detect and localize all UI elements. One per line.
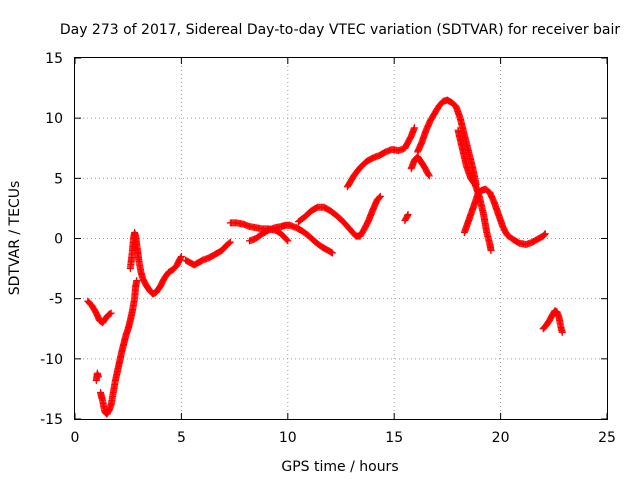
series-segment [407,153,433,180]
data-point [404,210,412,218]
data-point [541,230,549,238]
series-segment [126,228,185,298]
data-point [133,277,141,285]
data-point [540,231,548,239]
y-tick-label: -5 [49,292,63,308]
data-point [106,310,114,318]
series-segment [454,126,495,255]
y-tick-label: 15 [45,51,63,67]
data-point [225,239,233,247]
data-point [425,172,433,180]
data-point [410,124,418,132]
data-point [328,249,336,257]
data-point [226,238,234,246]
data-point [94,373,102,381]
grid [75,58,607,419]
data-point [327,248,335,256]
series-segment [92,369,102,384]
series-segment [539,307,566,336]
series-segment [460,185,549,249]
y-tick-label: 5 [54,171,63,187]
data-point [558,328,566,336]
series-segment [414,96,480,188]
y-tick-label: 10 [45,111,63,127]
series-segment [401,210,412,224]
x-tick-label: 0 [71,430,80,446]
y-axis-title: SDTVAR / TECUs [7,181,23,296]
data-point [177,254,185,262]
data-point [376,192,384,200]
series-segment [245,221,336,257]
chart-title: Day 273 of 2017, Sidereal Day-to-day VTE… [60,22,621,38]
y-tick-label: -15 [40,412,63,428]
data-point [177,253,185,261]
x-tick-label: 10 [279,430,297,446]
data-point [487,247,495,255]
series-segment [182,238,234,269]
series-segment [84,297,115,327]
x-tick-label: 5 [177,430,186,446]
x-tick-label: 25 [598,430,616,446]
data-marks [84,96,566,418]
series-segment [97,277,141,418]
plot-frame [74,57,608,420]
x-tick-label: 15 [385,430,403,446]
tick-labels: 0 5 10 15 20 25 -15 -10 -5 0 5 10 15 [40,51,616,446]
data-point [283,236,291,244]
data-point [284,237,292,245]
y-tick-label: -10 [40,352,63,368]
data-point [107,309,115,317]
data-point [425,171,433,179]
y-tick-label: 0 [54,232,63,248]
x-axis-title: GPS time / hours [281,459,398,475]
series-segment [343,124,418,191]
series-segment [294,192,384,240]
data-point [376,193,384,201]
data-point [541,230,549,238]
x-tick-label: 20 [492,430,510,446]
